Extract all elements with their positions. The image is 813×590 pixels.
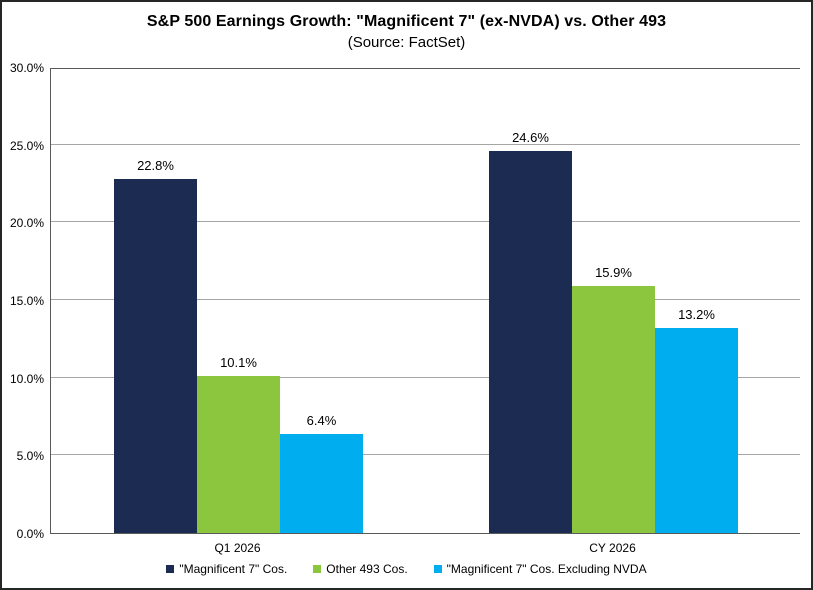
legend-label: "Magnificent 7" Cos. — [179, 562, 288, 576]
legend-item: "Magnificent 7" Cos. — [166, 562, 287, 576]
y-tick-label: 10.0% — [9, 371, 44, 386]
y-tick-label: 0.0% — [16, 527, 44, 541]
legend: "Magnificent 7" Cos. Other 493 Cos. "Magni… — [2, 562, 811, 576]
bar-value-label: 15.9% — [595, 265, 632, 281]
gridline — [51, 143, 800, 145]
y-tick-label: 20.0% — [9, 216, 44, 231]
bar-value-label: 24.6% — [512, 129, 549, 145]
bar-value-label: 13.2% — [678, 306, 715, 322]
gridline — [51, 299, 800, 300]
bar-magnificent-7-cos-cy-2026 — [489, 150, 572, 533]
gridline — [51, 454, 800, 456]
y-tick-label: 15.0% — [9, 294, 44, 308]
gridline — [51, 376, 800, 378]
x-category-label: CY 2026 — [589, 541, 636, 555]
bar-value-label: 22.8% — [137, 157, 174, 173]
legend-swatch-icon — [166, 565, 175, 573]
bar-magnificent-7-cos-excluding-nvda-cy-2026 — [655, 327, 738, 533]
gridline — [51, 221, 800, 223]
bar-magnificent-7-cos-q1-2026 — [114, 178, 197, 533]
y-tick-label: 30.0% — [9, 61, 44, 75]
legend-swatch-icon — [433, 565, 442, 573]
chart-subtitle: (Source: FactSet) — [347, 34, 466, 51]
legend-label: Other 493 Cos. — [326, 562, 408, 576]
plot-area: 22.8% 10.1% 6.4% 24.6% 15.9% 13.2% — [50, 68, 800, 534]
bar-value-label: 6.4% — [306, 412, 337, 428]
bar-value-label: 10.1% — [220, 355, 257, 371]
x-category-label: Q1 2026 — [214, 541, 261, 555]
y-tick-label: 25.0% — [9, 138, 44, 153]
legend-item: Other 493 Cos. — [313, 562, 408, 576]
legend-swatch-icon — [313, 565, 322, 573]
chart-title: S&P 500 Earnings Growth: "Magnificent 7"… — [146, 13, 667, 30]
y-tick-label: 5.0% — [16, 449, 44, 464]
legend-item: "Magnificent 7" Cos. Excluding NVDA — [433, 562, 647, 576]
bar-other-493-cos-cy-2026 — [572, 286, 655, 533]
bar-other-493-cos-q1-2026 — [197, 376, 280, 533]
legend-label: "Magnificent 7" Cos. Excluding NVDA — [446, 562, 647, 576]
bar-magnificent-7-cos-excluding-nvda-q1-2026 — [280, 433, 363, 533]
